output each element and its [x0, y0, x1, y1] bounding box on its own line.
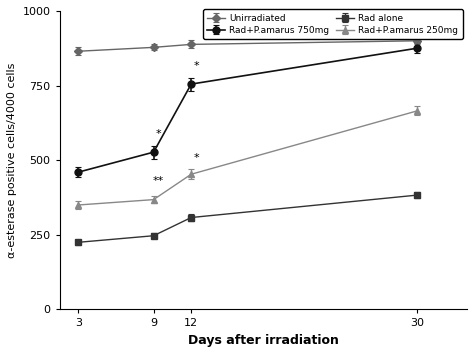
- X-axis label: Days after irradiation: Days after irradiation: [188, 334, 339, 347]
- Text: *: *: [193, 61, 199, 71]
- Y-axis label: α-esterase positive cells/4000 cells: α-esterase positive cells/4000 cells: [7, 63, 17, 258]
- Text: *: *: [156, 129, 162, 139]
- Legend: Unirradiated, Rad+P.amarus 750mg, Rad alone, Rad+P.amarus 250mg: Unirradiated, Rad+P.amarus 750mg, Rad al…: [203, 10, 463, 39]
- Text: **: **: [153, 176, 164, 185]
- Text: *: *: [193, 153, 199, 163]
